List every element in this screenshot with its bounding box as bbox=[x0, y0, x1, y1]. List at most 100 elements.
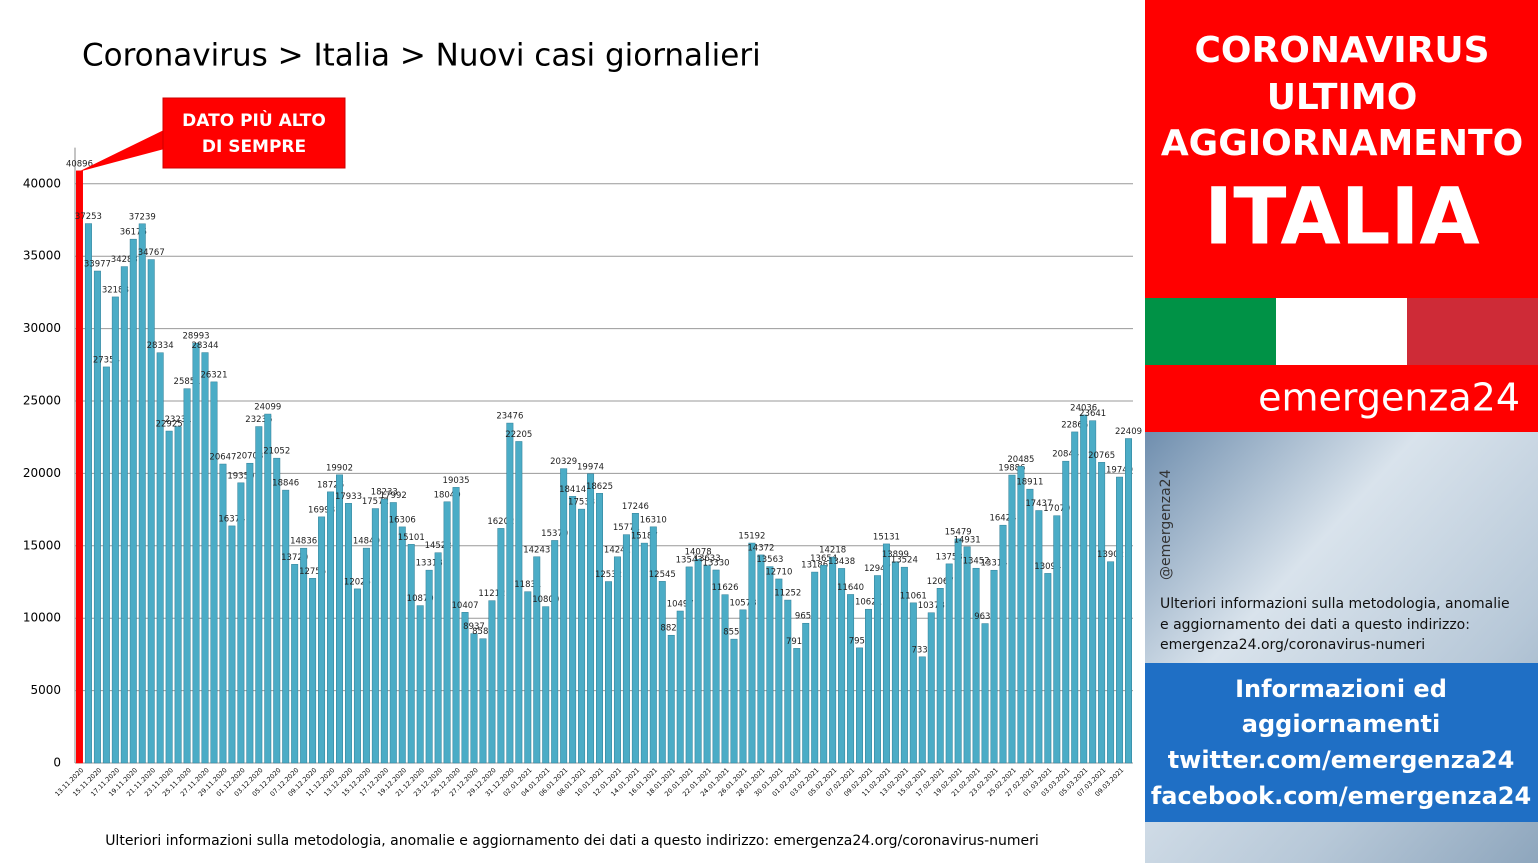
y-tick-label: 35000 bbox=[23, 249, 61, 263]
value-label: 16306 bbox=[389, 515, 416, 525]
bar bbox=[497, 528, 505, 764]
value-label: 15131 bbox=[873, 532, 900, 542]
bar bbox=[1098, 462, 1106, 764]
bar bbox=[542, 606, 550, 764]
bar bbox=[102, 366, 110, 764]
value-label: 17992 bbox=[380, 491, 407, 501]
value-label: 12755 bbox=[299, 567, 326, 577]
links-panel bbox=[1145, 663, 1538, 822]
bar bbox=[380, 498, 388, 764]
bar bbox=[1044, 573, 1052, 764]
bar bbox=[327, 491, 335, 764]
bar bbox=[147, 259, 155, 764]
bar bbox=[631, 513, 639, 764]
bar bbox=[990, 569, 998, 764]
bar bbox=[111, 296, 119, 764]
links-line[interactable]: facebook.com/emergenza24 bbox=[1151, 782, 1531, 810]
annotation: DI SEMPRE bbox=[202, 137, 306, 157]
value-label: 18233 bbox=[371, 487, 398, 497]
bar bbox=[398, 526, 406, 764]
y-tick-label: 10000 bbox=[23, 611, 61, 625]
value-label: 33977 bbox=[84, 260, 111, 270]
bar bbox=[587, 473, 595, 764]
bar bbox=[246, 462, 254, 764]
bar bbox=[676, 610, 684, 764]
value-label: 15192 bbox=[738, 532, 765, 542]
bar bbox=[856, 647, 864, 764]
value-label: 13452 bbox=[963, 557, 990, 567]
bar bbox=[694, 558, 702, 764]
y-tick-label: 15000 bbox=[23, 538, 61, 552]
value-label: 17572 bbox=[362, 497, 389, 507]
brand: emergenza24 bbox=[1258, 376, 1520, 420]
value-label: 13899 bbox=[882, 550, 909, 560]
bar bbox=[407, 544, 415, 764]
bar bbox=[784, 599, 792, 764]
value-label: 36176 bbox=[120, 228, 147, 238]
bar bbox=[389, 502, 397, 764]
sidebar-heading: AGGIORNAMENTO bbox=[1161, 123, 1523, 164]
value-label: 17437 bbox=[1025, 499, 1052, 509]
value-label: 13633 bbox=[694, 554, 721, 564]
bar bbox=[434, 552, 442, 764]
value-label: 24036 bbox=[1070, 403, 1097, 413]
bar bbox=[640, 542, 648, 764]
value-label: 22205 bbox=[505, 430, 532, 440]
info-line: Ulteriori informazioni sulla metodologia… bbox=[1160, 596, 1510, 612]
value-label: 16310 bbox=[640, 515, 667, 525]
bar bbox=[865, 608, 872, 764]
bar bbox=[963, 546, 971, 764]
bar bbox=[945, 563, 953, 764]
value-label: 12545 bbox=[649, 570, 676, 580]
value-label: 20703 bbox=[236, 452, 263, 462]
value-label: 13094 bbox=[1034, 562, 1061, 572]
value-label: 34283 bbox=[111, 255, 138, 265]
value-label: 14078 bbox=[685, 548, 712, 558]
value-label: 14218 bbox=[819, 546, 846, 556]
bar bbox=[820, 565, 828, 764]
bar bbox=[936, 588, 944, 764]
value-label: 9630 bbox=[974, 612, 996, 622]
value-label: 20647 bbox=[209, 453, 236, 463]
bar bbox=[165, 430, 173, 764]
bar bbox=[811, 571, 819, 764]
bar bbox=[282, 489, 290, 764]
value-label: 13543 bbox=[676, 555, 703, 565]
bar bbox=[371, 508, 379, 764]
bar bbox=[76, 170, 83, 764]
bar bbox=[201, 352, 209, 764]
bar bbox=[183, 388, 191, 764]
info-line: emergenza24.org/coronavirus-numeri bbox=[1160, 637, 1425, 653]
bar bbox=[1017, 466, 1025, 764]
value-label: 10621 bbox=[855, 598, 882, 608]
value-label: 26321 bbox=[200, 370, 227, 380]
value-label: 16374 bbox=[218, 514, 245, 524]
value-label: 23476 bbox=[496, 412, 523, 422]
annotation-box bbox=[162, 97, 346, 169]
bar bbox=[1125, 438, 1132, 764]
bar bbox=[802, 622, 810, 764]
bar bbox=[649, 526, 657, 764]
bar bbox=[129, 238, 137, 764]
links-line: Informazioni ed bbox=[1235, 675, 1447, 703]
bar bbox=[452, 487, 460, 764]
value-label: 14840 bbox=[353, 537, 380, 547]
bar bbox=[712, 569, 720, 764]
bar bbox=[237, 482, 245, 764]
links-line: aggiornamenti bbox=[1242, 710, 1440, 738]
bar bbox=[174, 426, 182, 764]
bar bbox=[1107, 561, 1115, 764]
bar bbox=[721, 594, 729, 764]
bar bbox=[613, 556, 621, 764]
value-label: 14836 bbox=[290, 537, 317, 547]
bar bbox=[622, 534, 630, 764]
value-label: 19902 bbox=[326, 463, 353, 473]
value-label: 19886 bbox=[998, 464, 1025, 474]
value-label: 37239 bbox=[129, 212, 156, 222]
footnote: Ulteriori informazioni sulla metodologia… bbox=[105, 833, 1039, 849]
links-line[interactable]: twitter.com/emergenza24 bbox=[1168, 746, 1515, 774]
value-label: 10497 bbox=[667, 600, 694, 610]
value-label: 19350 bbox=[227, 471, 254, 481]
